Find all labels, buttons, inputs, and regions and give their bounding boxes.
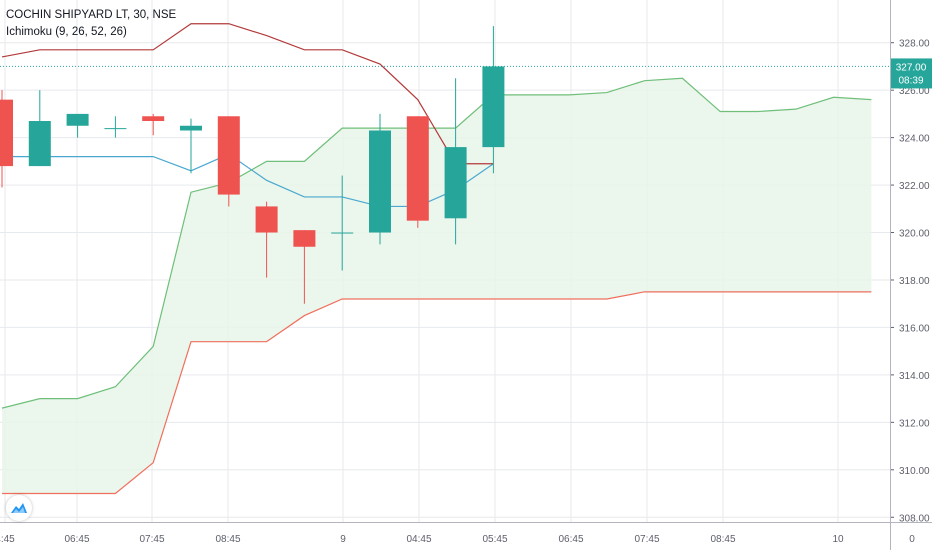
x-tick-label: 07:45 [634, 534, 659, 545]
x-tick-label: 07:45 [139, 534, 164, 545]
symbol-title[interactable]: COCHIN SHIPYARD LT, 30, NSE [6, 9, 177, 21]
candle-down[interactable] [142, 116, 165, 122]
candle-down[interactable] [255, 206, 278, 233]
candle-up[interactable] [28, 121, 51, 167]
candle-up[interactable] [104, 128, 127, 130]
y-tick-label: 312.00 [899, 418, 930, 429]
x-tick-label: 06:45 [558, 534, 583, 545]
candle-up[interactable] [331, 232, 354, 234]
candle-up[interactable] [66, 113, 89, 126]
ichimoku-cloud [2, 78, 872, 494]
bar-countdown: 08:39 [898, 75, 923, 86]
tradingview-logo[interactable] [6, 495, 32, 521]
candle-up[interactable] [369, 130, 391, 233]
last-price-label[interactable] [891, 58, 932, 89]
x-tick-label: 9 [340, 534, 346, 545]
leading-span-a-line [1, 77, 872, 409]
candle-down[interactable] [293, 230, 316, 247]
candle-down[interactable] [406, 116, 429, 221]
candle-up[interactable] [444, 147, 467, 219]
last-price-value: 327.00 [896, 62, 927, 73]
x-tick-label: 08:45 [215, 534, 240, 545]
x-tick-label: 06:45 [64, 534, 89, 545]
candle-up[interactable] [482, 66, 505, 148]
x-tick-label: 05:45 [482, 534, 507, 545]
y-tick-label: 324.00 [899, 134, 930, 145]
base-line [1, 23, 494, 165]
leading-span-b-line [2, 291, 872, 495]
x-tick-label: 0 [909, 534, 915, 545]
y-tick-label: 308.00 [899, 513, 930, 524]
candle-down[interactable] [0, 99, 13, 167]
x-tick-label: 10 [832, 534, 844, 545]
x-tick-label: 4:45 [0, 534, 15, 545]
logo-icon [11, 503, 27, 513]
y-tick-label: 322.00 [899, 181, 930, 192]
indicator-label[interactable]: Ichimoku (9, 26, 52, 26) [6, 26, 127, 38]
y-tick-label: 310.00 [899, 466, 930, 477]
y-tick-label: 314.00 [899, 371, 930, 382]
candles[interactable] [0, 26, 505, 304]
candle-down[interactable] [217, 116, 240, 195]
y-tick-label: 320.00 [899, 229, 930, 240]
y-tick-label: 318.00 [899, 276, 930, 287]
x-tick-label: 04:45 [406, 534, 431, 545]
candle-up[interactable] [180, 125, 202, 131]
y-tick-label: 316.00 [899, 323, 930, 334]
cloud-fill [2, 78, 872, 494]
y-tick-label: 326.00 [899, 86, 930, 97]
x-tick-label: 08:45 [710, 534, 735, 545]
y-tick-label: 328.00 [899, 39, 930, 50]
